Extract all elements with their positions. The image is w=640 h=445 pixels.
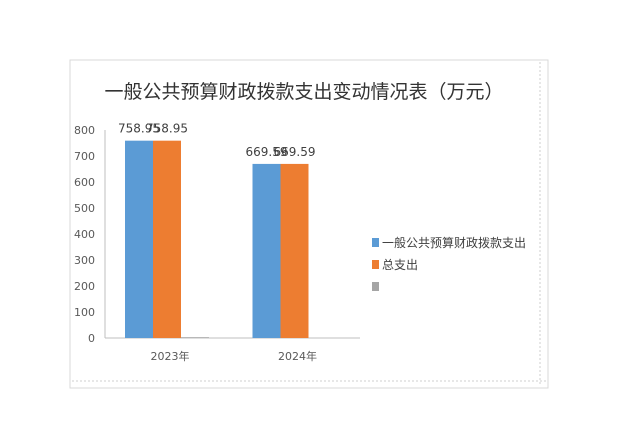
data-label: 669.59 (246, 145, 288, 159)
y-tick-label: 100 (74, 306, 95, 319)
bar (125, 140, 153, 338)
y-tick-label: 300 (74, 254, 95, 267)
x-tick-label: 2023年 (151, 349, 190, 363)
y-tick-label: 500 (74, 202, 95, 215)
y-tick-label: 400 (74, 228, 95, 241)
y-tick-label: 800 (74, 124, 95, 137)
data-label: 669.59 (274, 145, 316, 159)
y-tick-label: 0 (88, 332, 95, 345)
y-tick-label: 200 (74, 280, 95, 293)
bar (181, 337, 209, 338)
bar (153, 140, 181, 338)
data-label: 758.95 (146, 122, 188, 136)
legend-label: 总支出 (382, 258, 418, 272)
y-tick-label: 600 (74, 176, 95, 189)
bar (252, 163, 281, 338)
chart-title: 一般公共预算财政拨款支出变动情况表（万元） (104, 81, 503, 103)
legend-label: 一般公共预算财政拨款支出 (382, 235, 526, 250)
legend-swatch (372, 238, 379, 247)
data-label: 758.95 (118, 122, 160, 136)
bar (280, 163, 309, 338)
x-tick-label: 2024年 (278, 349, 317, 363)
legend-swatch (372, 260, 379, 269)
y-tick-label: 700 (74, 150, 95, 163)
legend-swatch (372, 282, 379, 291)
